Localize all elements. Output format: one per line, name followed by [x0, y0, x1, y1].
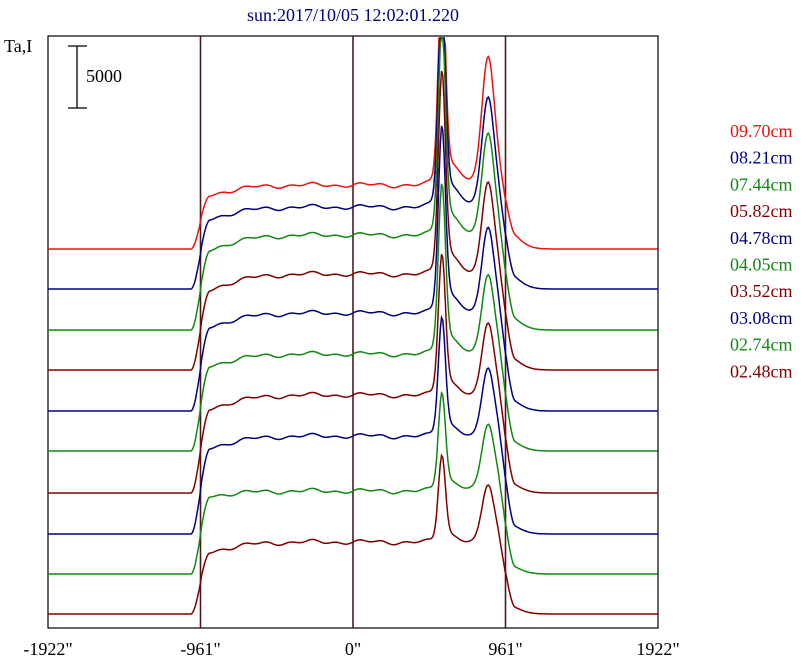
- series-line: [48, 37, 658, 250]
- series-line: [48, 314, 658, 535]
- series-line: [48, 125, 658, 412]
- x-tick-label: -961": [180, 639, 220, 659]
- scale-bar: 5000: [68, 45, 122, 109]
- x-tick-label: 1922": [636, 639, 679, 659]
- y-axis-label: Ta,I: [4, 36, 32, 56]
- series-line: [48, 453, 658, 615]
- chart-title: sun:2017/10/05 12:02:01.220: [247, 5, 459, 25]
- legend-entry: 04.05cm: [730, 255, 793, 275]
- legend: 09.70cm 08.21cm 07.44cm 05.82cm 04.78cm 04.05…: [730, 121, 793, 381]
- legend-entry: 09.70cm: [730, 121, 793, 141]
- legend-entry: 02.48cm: [730, 361, 793, 381]
- legend-entry: 03.52cm: [730, 281, 793, 301]
- series-curves: [48, 37, 658, 615]
- x-tick-label: 0": [345, 639, 361, 659]
- x-tick-label: 961": [488, 639, 522, 659]
- legend-entry: 04.78cm: [730, 228, 793, 248]
- series-line: [48, 37, 658, 290]
- legend-entry: 03.08cm: [730, 308, 793, 328]
- x-tick-labels: -1922" -961" 0" 961" 1922": [23, 639, 679, 659]
- series-line: [48, 70, 658, 371]
- series-line: [48, 183, 658, 452]
- x-tick-label: -1922": [23, 639, 72, 659]
- legend-entry: 07.44cm: [730, 174, 793, 194]
- legend-entry: 02.74cm: [730, 335, 793, 355]
- series-line: [48, 253, 658, 494]
- legend-entry: 05.82cm: [730, 201, 793, 221]
- series-line: [48, 37, 658, 331]
- scale-bar-label: 5000: [86, 66, 122, 86]
- series-line: [48, 390, 658, 575]
- legend-entry: 08.21cm: [730, 148, 793, 168]
